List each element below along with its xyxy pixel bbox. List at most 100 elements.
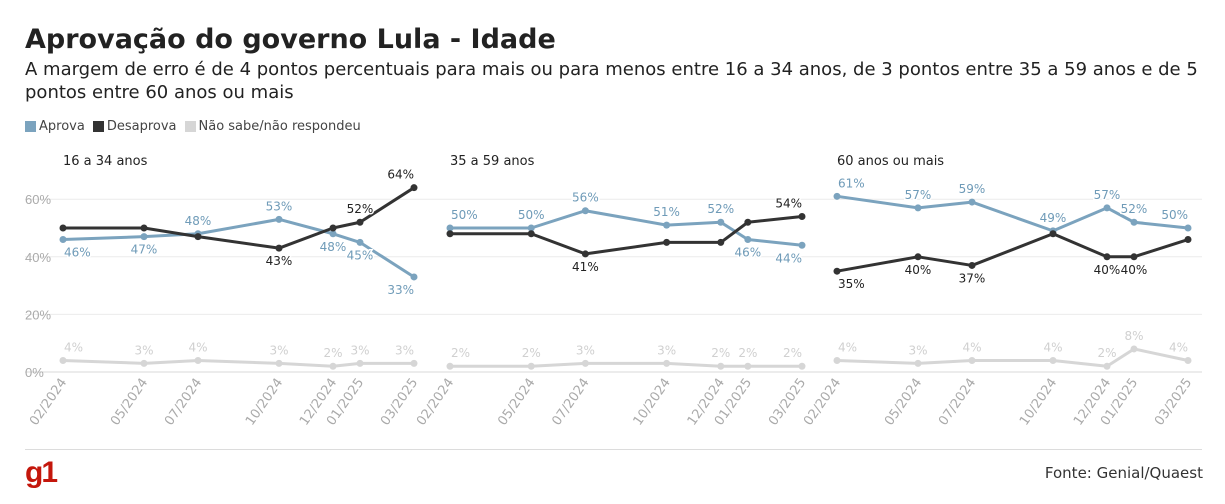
data-label-p2-s0-2: 56% (572, 191, 599, 205)
data-label-p1-s2-5: 3% (350, 343, 369, 357)
data-point-p1-s0-4 (329, 230, 337, 238)
data-label-p1-s0-3: 53% (266, 199, 293, 213)
data-label-p3-s2-6: 4% (1169, 340, 1188, 354)
data-point-p1-s2-6 (410, 359, 418, 367)
data-label-p3-s0-6: 50% (1161, 208, 1188, 222)
panel-title-3: 60 anos ou mais (837, 154, 944, 169)
data-label-p2-s2-0: 2% (451, 346, 470, 360)
data-point-p1-s2-3 (275, 359, 283, 367)
data-label-p1-s2-0: 4% (64, 340, 83, 354)
data-point-p1-s1-1 (140, 224, 148, 232)
data-label-p2-s2-6: 2% (783, 346, 802, 360)
data-label-p3-s0-5: 52% (1121, 202, 1148, 216)
data-label-p3-s2-5: 8% (1124, 329, 1143, 343)
data-point-p3-s0-5 (1130, 218, 1138, 226)
data-point-p1-s0-1 (140, 233, 148, 241)
legend-item-nao-sabe: Não sabe/não respondeu (184, 119, 361, 134)
data-point-p3-s1-6 (1184, 236, 1192, 244)
x-tick-label-p3-1: 05/2024 (882, 376, 925, 429)
data-point-p3-s1-0 (833, 267, 841, 275)
data-point-p2-s1-2 (581, 250, 589, 258)
data-point-p3-s0-0 (833, 192, 841, 200)
x-tick-label-p2-2: 07/2024 (549, 376, 592, 429)
data-label-p1-s0-1: 47% (131, 243, 158, 257)
y-tick-label-20: 20% (25, 307, 51, 322)
data-point-p1-s0-0 (59, 236, 67, 244)
data-point-p3-s2-2 (968, 356, 976, 364)
data-point-p2-s1-5 (744, 218, 752, 226)
data-label-p2-s2-2: 3% (576, 343, 595, 357)
data-point-p1-s1-6 (410, 184, 418, 192)
x-tick-label-p2-3: 10/2024 (631, 376, 674, 429)
data-point-p3-s0-2 (968, 198, 976, 206)
data-point-p3-s0-4 (1103, 204, 1111, 212)
g1-logo: g1 (25, 456, 59, 489)
data-label-p3-s2-0: 4% (838, 340, 857, 354)
y-tick-label-0: 0% (25, 365, 44, 380)
data-point-p3-s1-1 (914, 253, 922, 261)
data-label-p1-s0-6: 33% (387, 283, 414, 297)
legend-label-aprova: Aprova (39, 119, 85, 134)
data-point-p3-s1-2 (968, 261, 976, 269)
data-point-p1-s2-0 (59, 356, 67, 364)
data-point-p1-s2-1 (140, 359, 148, 367)
data-point-p1-s1-5 (356, 218, 364, 226)
x-tick-label-p2-1: 05/2024 (495, 376, 538, 429)
data-label-p3-s0-1: 57% (905, 188, 932, 202)
data-point-p2-s1-4 (717, 238, 725, 246)
data-point-p2-s2-6 (798, 362, 806, 370)
data-point-p3-s2-3 (1049, 356, 1057, 364)
data-label-p3-s1-2: 37% (959, 271, 986, 285)
data-label-p3-s2-2: 4% (962, 340, 981, 354)
data-label-p2-s0-1: 50% (518, 208, 545, 222)
data-label-p1-s2-6: 3% (395, 343, 414, 357)
data-point-p1-s2-5 (356, 359, 364, 367)
data-label-p2-s1-2: 41% (572, 260, 599, 274)
data-label-p3-s1-5: 40% (1121, 263, 1148, 277)
legend-item-desaprova: Desaprova (92, 119, 177, 134)
data-label-p3-s1-1: 40% (905, 263, 932, 277)
data-label-p2-s0-6: 44% (775, 251, 802, 265)
data-label-p1-s0-0: 46% (64, 246, 91, 260)
legend-swatch-nao-sabe (184, 121, 196, 132)
data-label-p2-s1-6: 54% (775, 196, 802, 210)
data-label-p3-s0-4: 57% (1094, 188, 1121, 202)
y-tick-label-60: 60% (25, 192, 51, 207)
data-point-p2-s1-0 (446, 230, 454, 238)
panel-title-2: 35 a 59 anos (450, 154, 535, 169)
chart-subtitle: A margem de erro é de 4 pontos percentua… (25, 59, 1198, 103)
data-label-p3-s0-2: 59% (959, 182, 986, 196)
data-point-p3-s0-6 (1184, 224, 1192, 232)
data-point-p1-s1-3 (275, 244, 283, 252)
data-label-p2-s2-5: 2% (738, 346, 757, 360)
data-label-p2-s2-3: 3% (657, 343, 676, 357)
data-point-p1-s1-0 (59, 224, 67, 232)
data-point-p2-s0-4 (717, 218, 725, 226)
data-label-p2-s2-4: 2% (711, 346, 730, 360)
data-label-p3-s1-0: 35% (838, 277, 865, 291)
data-point-p3-s2-6 (1184, 356, 1192, 364)
data-point-p2-s0-3 (663, 221, 671, 229)
data-label-p1-s1-5: 52% (347, 202, 374, 216)
data-point-p3-s2-0 (833, 356, 841, 364)
data-point-p1-s0-6 (410, 273, 418, 281)
data-label-p3-s2-3: 4% (1043, 340, 1062, 354)
data-point-p3-s0-1 (914, 204, 922, 212)
footer-divider (25, 449, 1202, 450)
source-note: Fonte: Genial/Quaest (1044, 464, 1203, 482)
legend-swatch-aprova (25, 121, 36, 132)
data-point-p2-s2-5 (744, 362, 752, 370)
data-point-p2-s0-0 (446, 224, 454, 232)
x-tick-label-p1-3: 10/2024 (243, 376, 286, 429)
line-chart: 0% 20% 40% 60% 16 a 34 anos 02/2024 05/2024 07/… (25, 154, 1202, 429)
x-tick-label-p1-0: 02/2024 (27, 376, 70, 429)
data-point-p1-s2-4 (329, 362, 337, 370)
legend-swatch-desaprova (92, 121, 104, 132)
x-tick-label-p3-6: 03/2025 (1152, 376, 1195, 429)
data-label-p3-s0-0: 61% (838, 176, 865, 190)
data-label-p1-s2-4: 2% (323, 346, 342, 360)
data-label-p2-s0-4: 52% (707, 202, 734, 216)
data-label-p1-s0-5: 45% (347, 248, 374, 262)
data-point-p2-s2-3 (663, 359, 671, 367)
data-point-p1-s0-3 (275, 215, 283, 223)
